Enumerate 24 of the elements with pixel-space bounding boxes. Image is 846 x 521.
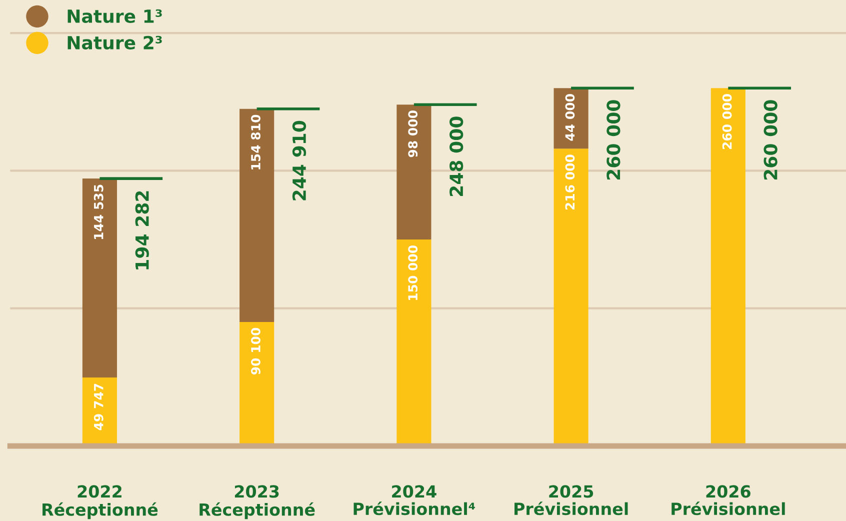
data-label: 260 000 xyxy=(722,94,732,149)
x-tick-label: 2025 Prévisionnel xyxy=(514,485,628,516)
total-label: 260 000 xyxy=(764,100,778,180)
data-label: 49 747 xyxy=(94,384,104,430)
x-tick-label: 2022 Réceptionné xyxy=(42,485,158,520)
bar xyxy=(82,178,117,378)
total-label: 260 000 xyxy=(606,100,620,180)
total-label: 244 910 xyxy=(292,120,306,200)
data-label: 44 000 xyxy=(565,94,575,141)
total-label: 248 000 xyxy=(450,116,464,196)
total-label: 194 282 xyxy=(135,191,149,270)
x-tick-label: 2026 Prévisionnel xyxy=(672,485,785,516)
data-label: 144 535 xyxy=(94,184,104,240)
data-label: 150 000 xyxy=(408,245,418,300)
data-label: 90 100 xyxy=(250,328,260,374)
data-label: 98 000 xyxy=(408,110,418,158)
legend-label: Nature 1³ xyxy=(68,9,162,24)
data-label: 216 000 xyxy=(565,154,575,210)
data-label: 154 810 xyxy=(250,114,260,170)
bar xyxy=(396,104,432,240)
x-tick-label: 2024 Prévisionnel⁴ xyxy=(354,485,475,516)
bar xyxy=(240,108,274,322)
x-tick-label: 2023 Réceptionné xyxy=(200,485,315,520)
legend-label: Nature 2³ xyxy=(68,36,162,50)
